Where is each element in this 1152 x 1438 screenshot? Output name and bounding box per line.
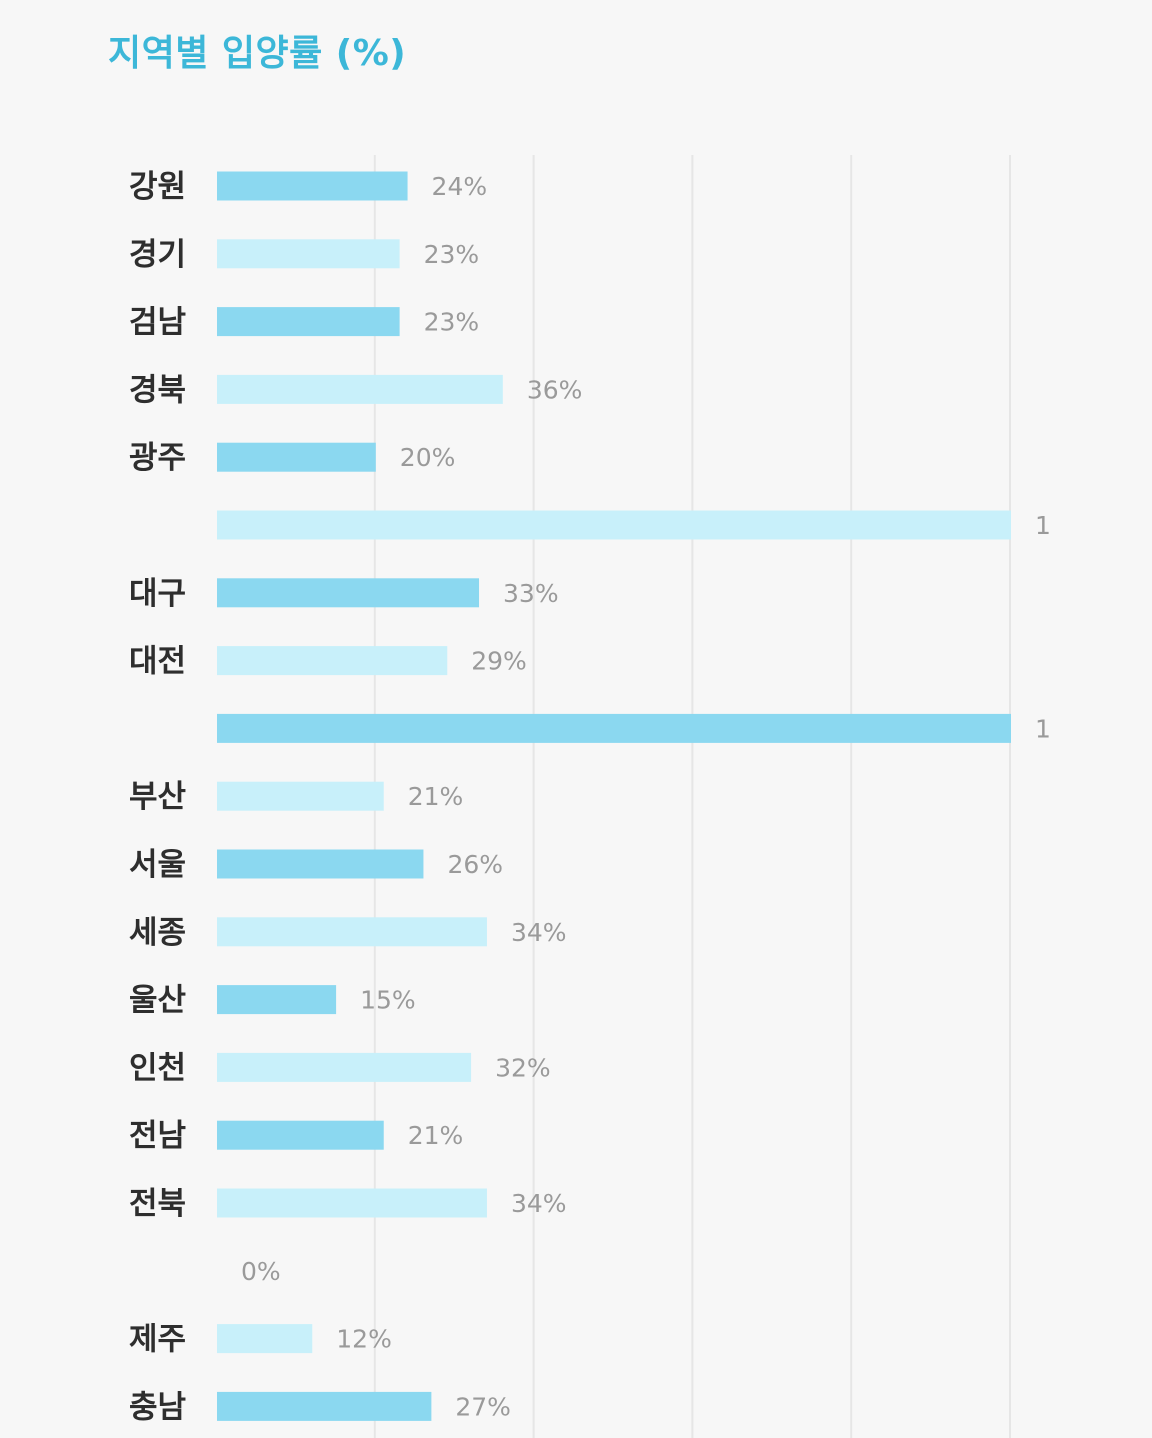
category-label: 광주	[129, 440, 186, 476]
bar	[217, 239, 400, 269]
category-label: 강원	[129, 169, 186, 205]
bar	[217, 713, 1011, 743]
category-label: 대구	[129, 576, 186, 612]
category-label: 제주	[129, 1322, 186, 1358]
value-label: 33%	[503, 579, 559, 608]
value-label: 23%	[424, 240, 480, 269]
category-label: 세종	[129, 915, 186, 951]
category-label: 경북	[129, 372, 186, 408]
category-label: 인천	[129, 1050, 186, 1086]
value-label: 12%	[336, 1325, 392, 1354]
value-label: 34%	[511, 1189, 567, 1218]
bar	[217, 442, 376, 472]
value-label: 1	[1035, 511, 1051, 540]
category-label: 전남	[129, 1118, 186, 1154]
category-label: 검남	[129, 305, 186, 341]
bar	[217, 1120, 384, 1150]
labels: 강원 24% 경기 23% 검남 23% 경북 36% 광주 20% 1 대구 33% 대전 29% 1 부산 2…	[129, 169, 1051, 1425]
category-label: 부산	[129, 779, 186, 815]
category-label: 경기	[129, 237, 186, 273]
category-label: 충남	[129, 1389, 186, 1425]
value-label: 36%	[527, 375, 583, 404]
value-label: 32%	[495, 1053, 551, 1082]
value-label: 21%	[408, 1121, 464, 1150]
value-label: 15%	[360, 986, 416, 1015]
bar	[217, 171, 408, 201]
bar	[217, 1391, 432, 1421]
value-label: 26%	[447, 850, 503, 879]
bar	[217, 646, 448, 676]
bar	[217, 1052, 472, 1082]
category-label: 대전	[129, 644, 186, 680]
value-label: 0%	[241, 1257, 281, 1286]
bars	[217, 171, 1011, 1421]
bar	[217, 985, 337, 1015]
value-label: 24%	[432, 172, 488, 201]
category-label: 울산	[129, 983, 186, 1019]
bar	[217, 781, 384, 811]
value-label: 1	[1035, 714, 1051, 743]
bar	[217, 374, 503, 404]
bar	[217, 510, 1011, 540]
bar	[217, 578, 480, 608]
value-label: 27%	[455, 1392, 511, 1421]
grid-lines	[373, 155, 1011, 1438]
bar	[217, 307, 400, 337]
value-label: 29%	[471, 647, 527, 676]
bar	[217, 849, 424, 879]
chart-title: 지역별 입양률 (%)	[108, 33, 407, 74]
value-label: 34%	[511, 918, 567, 947]
value-label: 21%	[408, 782, 464, 811]
value-label: 20%	[400, 443, 456, 472]
bar	[217, 917, 487, 947]
bar	[217, 1324, 313, 1354]
bar	[217, 1188, 487, 1218]
category-label: 전북	[129, 1186, 186, 1222]
category-label: 서울	[129, 847, 186, 883]
value-label: 23%	[424, 308, 480, 337]
